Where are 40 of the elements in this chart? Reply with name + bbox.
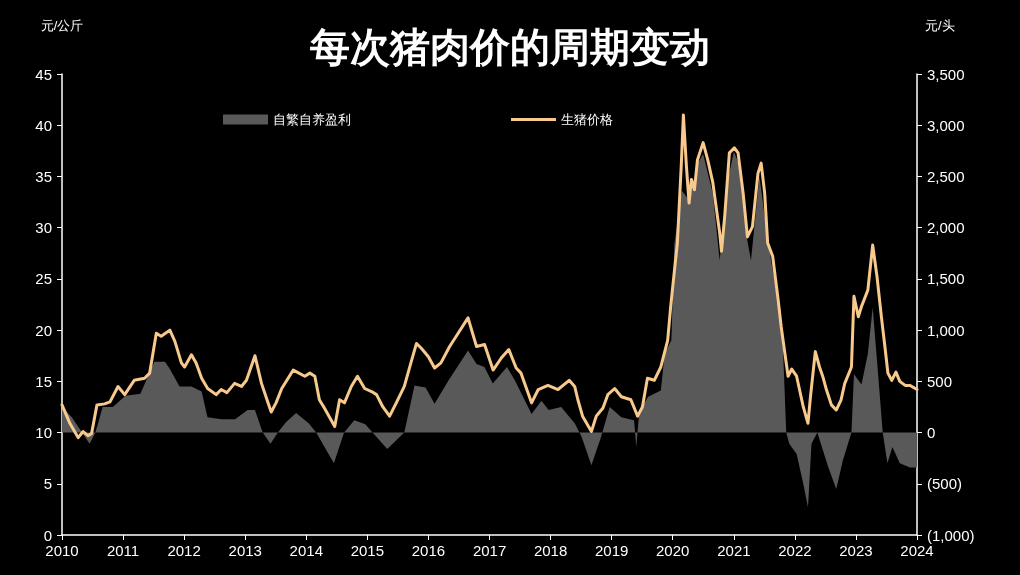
y2-tick-label: 500 xyxy=(927,372,953,390)
y2-tick-label: (1,000) xyxy=(927,526,975,544)
legend-label: 自繁自养盈利 xyxy=(273,112,351,127)
x-tick-label: 2019 xyxy=(594,542,629,559)
x-tick-label: 2018 xyxy=(533,542,568,559)
y-tick-label: 30 xyxy=(35,219,52,237)
y2-tick-label: 1,000 xyxy=(927,321,965,339)
x-tick-label: 2015 xyxy=(350,542,385,559)
x-tick-label: 2013 xyxy=(228,542,262,559)
y-tick-label: 5 xyxy=(43,475,52,493)
line-series xyxy=(60,113,919,440)
y-tick-label: 0 xyxy=(43,526,52,544)
x-tick-label: 2023 xyxy=(839,542,873,559)
x-tick-label: 2021 xyxy=(717,542,751,559)
y-tick-label: 45 xyxy=(35,65,52,83)
y-tick-label: 35 xyxy=(35,167,52,185)
legend-label: 生猪价格 xyxy=(561,112,613,127)
y2-tick-label: 0 xyxy=(927,424,936,442)
y-tick-label: 40 xyxy=(35,116,52,134)
x-tick-label: 2017 xyxy=(472,542,507,559)
chart-title: 每次猪肉价的周期变动 xyxy=(309,25,710,69)
y2-tick-label: 3,500 xyxy=(927,65,965,83)
y-tick-label: 25 xyxy=(35,270,52,288)
x-tick-label: 2022 xyxy=(778,542,812,559)
y2-tick-label: (500) xyxy=(927,475,963,493)
x-tick-label: 2016 xyxy=(411,542,446,559)
y2-tick-label: 3,000 xyxy=(927,116,965,134)
y2-tick-label: 2,000 xyxy=(927,219,965,237)
y-tick-label: 20 xyxy=(35,321,52,339)
x-tick-label: 2011 xyxy=(106,542,140,559)
x-tick-label: 2010 xyxy=(45,542,79,559)
y2-tick-label: 2,500 xyxy=(927,167,965,185)
x-tick-label: 2014 xyxy=(289,542,323,559)
x-tick-label: 2020 xyxy=(656,542,690,559)
y2-axis-title: 元/头 xyxy=(925,18,955,33)
y-tick-label: 10 xyxy=(35,424,52,442)
x-tick-label: 2012 xyxy=(167,542,201,559)
y-axis-title: 元/公斤 xyxy=(40,18,84,33)
y2-tick-label: 1,500 xyxy=(927,270,965,288)
y-tick-label: 15 xyxy=(35,372,52,390)
